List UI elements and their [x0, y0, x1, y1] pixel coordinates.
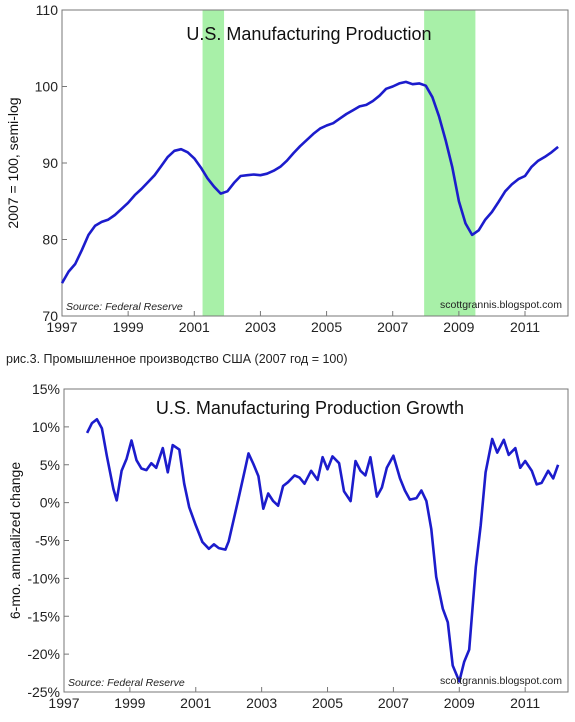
source-note: Source: Federal Reserve	[68, 677, 185, 689]
x-tick-label: 2011	[510, 695, 540, 711]
y-tick-label: 110	[36, 2, 59, 18]
x-tick-label: 2001	[180, 695, 211, 711]
y-tick-label: -10%	[27, 570, 60, 586]
plot-frame	[61, 9, 569, 317]
series-line-1	[60, 80, 559, 284]
x-tick-label: 2003	[245, 319, 276, 335]
y-axis-label: 2007 = 100, semi-log	[5, 97, 21, 228]
y-tick-label: 90	[42, 155, 58, 171]
y-tick-label: 70	[42, 308, 58, 324]
x-tick-label: 2007	[377, 319, 408, 335]
chart-title: U.S. Manufacturing Production	[186, 24, 431, 44]
series-line-1	[85, 417, 560, 683]
y-tick-label: -15%	[27, 608, 60, 624]
chart-2: -25% -20% -15% -10% -5% 0% 5% 10% 15% 1997 1999 200…	[7, 381, 569, 711]
x-tick-label: 1997	[48, 695, 79, 711]
y-tick-label: 80	[42, 232, 58, 248]
y-tick-label: 0%	[40, 495, 60, 511]
x-tick-label: 2011	[510, 319, 540, 335]
plot-frame	[63, 388, 569, 693]
chart-1: 70 80 90 100 110 1997 1999 2001 2003 2005 2007 2009…	[5, 2, 569, 335]
y-tick-label: -25%	[27, 684, 60, 700]
x-tick-label: 2001	[179, 319, 210, 335]
y-tick-label: -20%	[27, 646, 60, 662]
y-tick-label: 100	[35, 79, 59, 95]
x-tick-label: 2007	[378, 695, 409, 711]
credit-note: scottgrannis.blogspot.com	[440, 675, 562, 687]
x-tick-label: 2003	[246, 695, 277, 711]
x-tick-label: 2009	[444, 695, 475, 711]
y-axis-label: 6-mo. annualized change	[7, 462, 23, 619]
figure-caption: рис.3. Промышленное производство США (20…	[6, 352, 348, 366]
x-tick-label: 1999	[114, 695, 145, 711]
x-tick-label: 2009	[443, 319, 474, 335]
credit-note: scottgrannis.blogspot.com	[440, 299, 562, 311]
x-tick-label: 2005	[311, 319, 342, 335]
y-tick-label: 10%	[32, 419, 60, 435]
y-tick-label: 15%	[32, 381, 60, 397]
recession-band-2	[424, 10, 476, 316]
x-tick-label: 2005	[312, 695, 343, 711]
y-tick-label: -5%	[35, 533, 60, 549]
x-tick-label: 1997	[46, 319, 77, 335]
source-note: Source: Federal Reserve	[66, 301, 183, 313]
x-tick-label: 1999	[113, 319, 144, 335]
chart-title: U.S. Manufacturing Production Growth	[156, 398, 464, 418]
y-tick-label: 5%	[40, 457, 60, 473]
recession-band-1	[202, 10, 225, 316]
